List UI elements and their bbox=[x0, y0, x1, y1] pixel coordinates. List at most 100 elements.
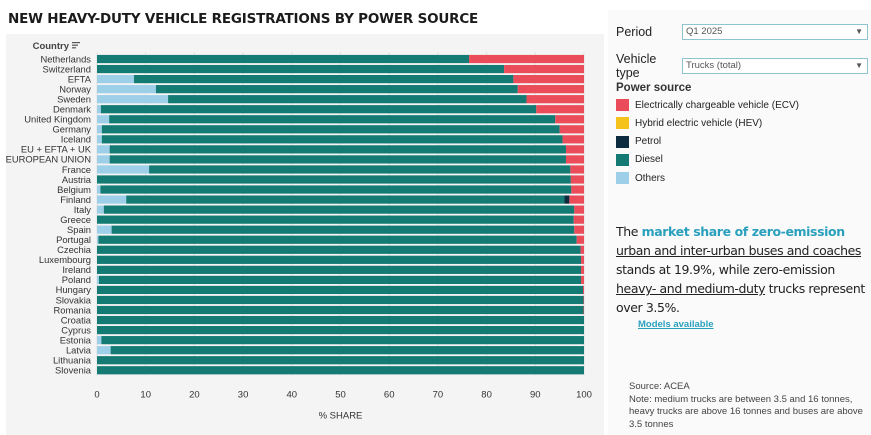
x-tick-label: 60 bbox=[384, 389, 395, 400]
period-select[interactable]: Q1 2025 ▼ bbox=[682, 24, 868, 40]
side-panel: Period Q1 2025 ▼ Vehicle type Trucks (to… bbox=[608, 10, 871, 435]
legend-label: Others bbox=[635, 172, 666, 184]
bar-segment bbox=[103, 205, 575, 214]
bar-segment bbox=[97, 215, 574, 224]
bar-segment bbox=[97, 366, 584, 375]
legend-label: Hybrid electric vehicle (HEV) bbox=[635, 117, 763, 129]
bar-segment bbox=[97, 255, 582, 264]
bar-segment bbox=[101, 336, 585, 345]
x-tick-label: 20 bbox=[189, 389, 200, 400]
bar-segment bbox=[101, 125, 560, 134]
category-label: Poland bbox=[62, 274, 91, 285]
category-label: Slovenia bbox=[55, 365, 92, 376]
bar-segment bbox=[570, 165, 584, 174]
bar-segment bbox=[571, 185, 584, 194]
bar-segment bbox=[97, 315, 584, 325]
category-label: EFTA bbox=[68, 73, 92, 84]
insight-link-buses[interactable]: urban and inter-urban buses and coaches bbox=[616, 243, 862, 258]
legend-item[interactable]: Hybrid electric vehicle (HEV) bbox=[616, 117, 763, 130]
bar-segment bbox=[97, 105, 101, 114]
legend-swatch bbox=[616, 117, 629, 130]
bar-segment bbox=[536, 105, 584, 114]
bar-segment bbox=[565, 145, 584, 154]
category-label: Latvia bbox=[66, 344, 92, 355]
legend-item[interactable]: Others bbox=[616, 172, 666, 185]
bar-segment bbox=[513, 75, 584, 84]
category-label: Spain bbox=[67, 224, 91, 235]
x-tick-label: 10 bbox=[140, 389, 151, 400]
bar-segment bbox=[149, 165, 571, 174]
bar-segment bbox=[155, 85, 518, 94]
filter-vehicle-type: Vehicle type Trucks (total) ▼ bbox=[616, 52, 868, 80]
category-label: Lithuania bbox=[53, 355, 92, 366]
source-line: Source: ACEA bbox=[629, 381, 690, 392]
bar-segment bbox=[97, 75, 135, 84]
bar-segment bbox=[97, 225, 112, 234]
bar-segment bbox=[97, 285, 584, 295]
bar-segment bbox=[97, 235, 99, 244]
bar-segment bbox=[517, 85, 584, 94]
bar-segment bbox=[559, 125, 584, 134]
bar-segment bbox=[134, 75, 514, 84]
category-label: EU + EFTA + UK bbox=[21, 144, 92, 155]
insight-highlight: market share of zero-emission bbox=[641, 224, 845, 239]
legend-label: Diesel bbox=[635, 154, 663, 166]
bar-segment bbox=[97, 64, 505, 74]
source-note-line: Note: medium trucks are between 3.5 and … bbox=[629, 393, 863, 430]
x-tick-label: 30 bbox=[238, 389, 249, 400]
bar-segment bbox=[97, 85, 156, 94]
insight-text: The market share of zero-emission urban … bbox=[616, 222, 871, 317]
category-header: Country bbox=[33, 41, 70, 52]
bar-segment bbox=[97, 195, 127, 204]
category-label: Netherlands bbox=[40, 53, 91, 64]
bar-segment bbox=[97, 326, 584, 335]
bar-segment bbox=[555, 115, 584, 124]
bar-segment bbox=[97, 125, 102, 134]
x-tick-label: 90 bbox=[530, 389, 541, 400]
legend-swatch bbox=[616, 135, 629, 148]
bar-segment bbox=[110, 346, 585, 355]
bar-segment bbox=[97, 165, 150, 174]
vehicle-type-select-value: Trucks (total) bbox=[686, 60, 742, 71]
legend-item[interactable]: Petrol bbox=[616, 135, 661, 148]
bar-segment bbox=[97, 356, 584, 365]
vehicle-type-select[interactable]: Trucks (total) ▼ bbox=[682, 58, 868, 74]
bar-segment bbox=[97, 135, 102, 144]
insight-part: trucks represent over 3.5%. bbox=[616, 281, 865, 315]
category-label: Germany bbox=[52, 124, 91, 135]
bar-segment bbox=[564, 195, 570, 204]
bar-segment bbox=[562, 135, 584, 144]
category-label: Hungary bbox=[56, 284, 92, 295]
category-label: EUROPEAN UNION bbox=[6, 154, 91, 165]
category-label: Cyprus bbox=[61, 324, 91, 335]
bar-segment bbox=[574, 205, 584, 214]
bar-segment bbox=[97, 155, 110, 164]
bar-segment bbox=[576, 235, 584, 244]
models-available-link[interactable]: Models available bbox=[638, 319, 714, 330]
bar-segment bbox=[573, 215, 584, 224]
bar-segment bbox=[97, 275, 99, 284]
bar-segment bbox=[111, 225, 575, 234]
period-select-value: Q1 2025 bbox=[686, 26, 723, 37]
category-label: Iceland bbox=[61, 134, 91, 145]
bar-segment bbox=[97, 265, 582, 274]
insight-part: stands at 19.9%, while zero-emission bbox=[616, 262, 835, 277]
x-tick-label: 0 bbox=[94, 389, 99, 400]
bar-segment bbox=[98, 275, 582, 284]
bar-segment bbox=[97, 54, 470, 64]
category-label: Belgium bbox=[57, 184, 91, 195]
bar-segment bbox=[109, 145, 566, 154]
x-tick-label: 100 bbox=[576, 389, 592, 400]
bar-segment bbox=[101, 135, 563, 144]
source-note: Source: ACEA Note: medium trucks are bet… bbox=[629, 381, 865, 431]
category-label: Austria bbox=[62, 174, 92, 185]
legend-item[interactable]: Diesel bbox=[616, 153, 663, 166]
legend-item[interactable]: Electrically chargeable vehicle (ECV) bbox=[616, 99, 799, 111]
insight-link-trucks[interactable]: heavy- and medium-duty bbox=[616, 281, 766, 296]
bar-segment bbox=[574, 225, 584, 234]
bar-segment bbox=[504, 64, 584, 74]
category-label: Portugal bbox=[56, 234, 91, 245]
bar-segment bbox=[126, 195, 565, 204]
category-label: Denmark bbox=[53, 104, 91, 115]
sort-icon[interactable] bbox=[72, 42, 80, 49]
